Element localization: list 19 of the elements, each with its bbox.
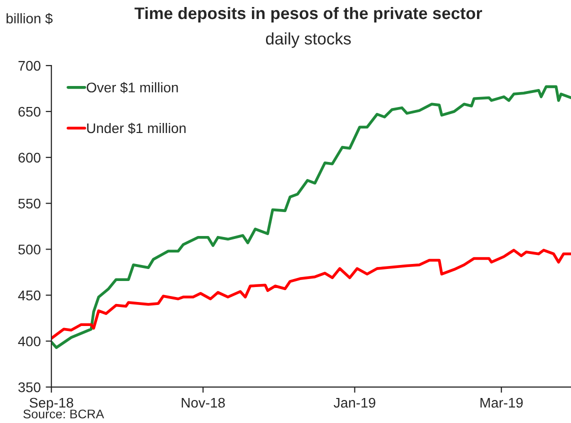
- line-series: [51, 248, 571, 340]
- y-tick-label: 450: [18, 290, 40, 300]
- y-tick-label: 650: [18, 106, 40, 117]
- legend-label: Over $1 million: [86, 82, 178, 94]
- x-tick-label: Nov-18: [182, 398, 225, 408]
- y-tick-label: 500: [18, 244, 40, 254]
- y-axis-title: billion $: [6, 12, 53, 24]
- chart-title: Time deposits in pesos of the private sector: [134, 6, 482, 22]
- x-tick-label: Mar-19: [480, 398, 523, 408]
- chart-subtitle: daily stocks: [266, 32, 351, 48]
- y-tick-label: 400: [18, 336, 40, 346]
- y-tick-label: 700: [18, 60, 40, 71]
- x-tick-label: Jan-19: [334, 398, 376, 408]
- y-tick-label: 350: [18, 382, 40, 392]
- x-tick-label: Sep-18: [30, 398, 74, 410]
- legend-label: Under $1 million: [87, 122, 186, 134]
- y-tick-label: 550: [18, 198, 40, 209]
- source-note: Source: BCRA: [23, 410, 104, 418]
- y-tick-label: 600: [18, 152, 40, 163]
